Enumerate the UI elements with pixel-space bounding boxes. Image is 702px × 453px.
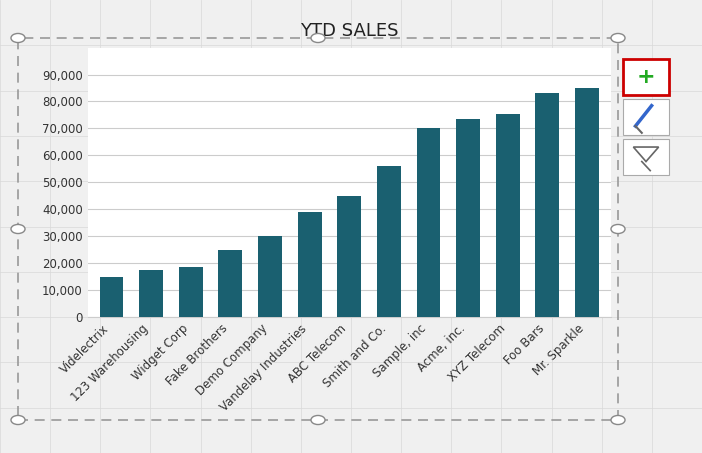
Bar bbox=[298, 212, 322, 317]
Bar bbox=[575, 88, 599, 317]
Bar bbox=[258, 236, 282, 317]
Bar bbox=[139, 270, 163, 317]
Bar bbox=[456, 119, 480, 317]
Bar bbox=[377, 166, 401, 317]
Text: +: + bbox=[637, 67, 655, 87]
Bar bbox=[496, 114, 519, 317]
Title: YTD SALES: YTD SALES bbox=[300, 23, 399, 40]
Bar bbox=[416, 129, 440, 317]
Bar bbox=[218, 250, 242, 317]
Bar bbox=[338, 196, 361, 317]
Bar bbox=[536, 93, 559, 317]
Bar bbox=[100, 277, 124, 317]
Bar bbox=[179, 267, 203, 317]
